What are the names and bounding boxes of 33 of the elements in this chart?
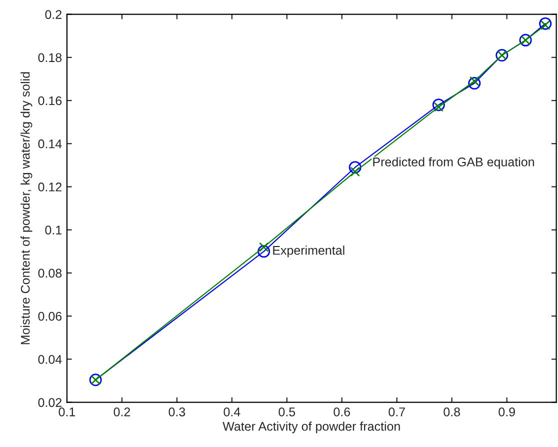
x-tick-label: 0.7: [388, 407, 405, 416]
annotation: Experimental: [273, 246, 344, 258]
point: [540, 20, 550, 30]
x-tick-label: 0.5: [278, 407, 296, 416]
y-tick-label: 0.02: [38, 398, 62, 407]
point: [350, 166, 360, 177]
y-tick-label: 0.2: [45, 10, 62, 19]
x-tick-label: 0.3: [168, 407, 186, 416]
x-axis-title: Water Activity of powder fraction: [222, 422, 400, 434]
y-axis-title: Moisture Content of powder, kg water/kg dry solid: [20, 72, 32, 344]
x-tick-label: 0.1: [58, 407, 76, 416]
y-tick-label: 0.06: [38, 312, 62, 321]
point: [258, 242, 269, 252]
y-tick-label: 0.14: [38, 139, 62, 148]
y-tick-label: 0.12: [38, 182, 62, 192]
point: [434, 102, 444, 112]
x-tick-label: 0.4: [224, 407, 240, 416]
x-tick-label: 0.8: [444, 407, 460, 416]
y-tick-label: 0.18: [38, 53, 62, 62]
x-tick-label: 0.6: [334, 407, 350, 416]
y-tick-label: 0.1: [45, 226, 62, 235]
point: [468, 77, 481, 90]
point: [432, 98, 445, 112]
y-tick-label: 0.16: [38, 96, 62, 106]
point: [470, 76, 480, 86]
x-tick-label: 0.9: [498, 407, 515, 416]
point: [258, 245, 270, 258]
annotation: Predicted from GAB equation: [373, 157, 534, 169]
y-tick-label: 0.08: [38, 268, 62, 278]
point: [539, 17, 552, 30]
point: [348, 161, 362, 174]
y-tick-label: 0.04: [38, 354, 62, 364]
x-tick-label: 0.2: [114, 407, 130, 416]
